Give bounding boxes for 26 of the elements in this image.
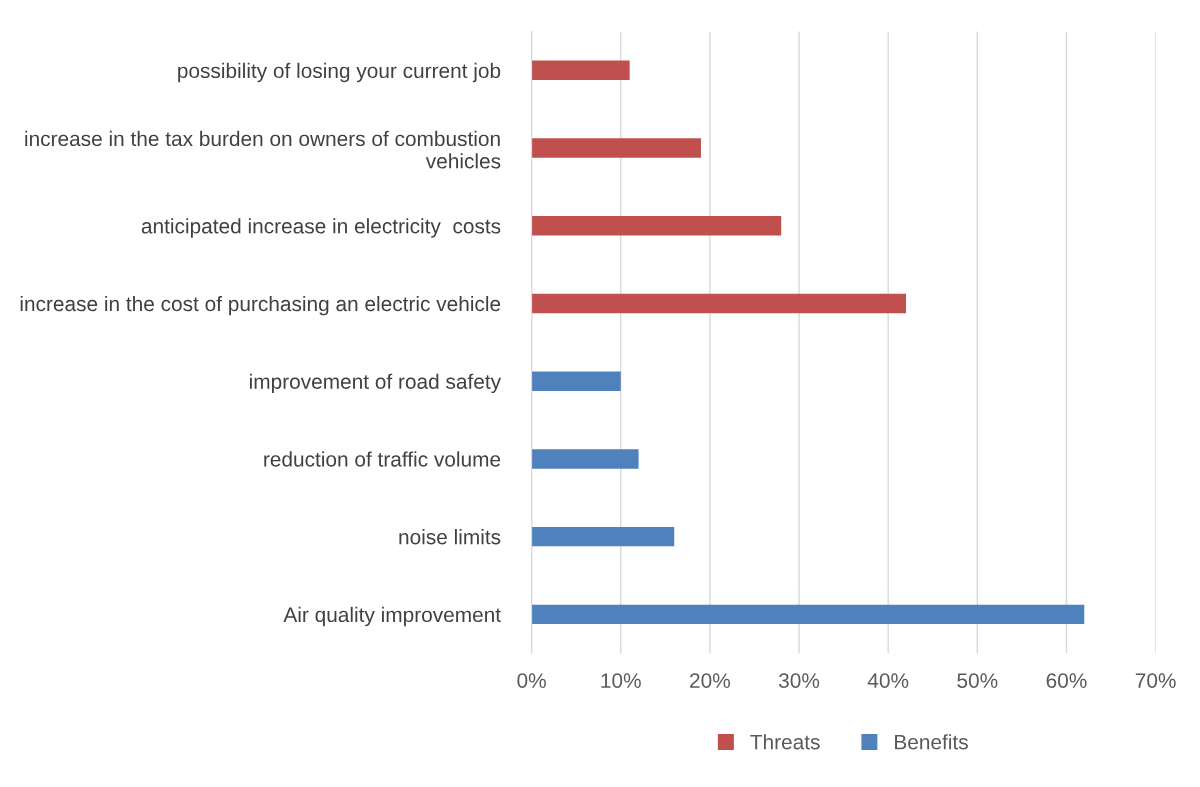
bar [531,526,675,547]
bar [531,138,701,158]
x-tick-label: 60% [1046,673,1087,688]
x-tick-label: 30% [778,673,820,688]
y-tick-label: noise limits [399,529,501,545]
bar [531,371,621,391]
y-tick-label: anticipated increase in electricity costs [141,218,501,238]
x-tick-label: 10% [601,673,641,688]
x-tick-label: 20% [690,673,730,688]
y-tick-label: Air quality improvement [283,606,501,627]
bar [531,449,639,469]
x-tick-label: 40% [867,673,909,688]
x-tick-label: 0% [517,673,546,688]
y-tick-label: increase in the tax burden on owners of combustion vehicles [25,130,501,169]
legend-label: Benefits [895,734,968,750]
x-tick-label: 50% [957,673,998,688]
bar [531,293,906,314]
legend-label: Threats [750,734,820,750]
y-tick-label: reduction of traffic volume [264,451,501,467]
y-tick-label: improvement of road safety [250,373,502,394]
bar [531,60,630,81]
y-tick-label: increase in the cost of purchasing an electric vehicle [20,295,501,316]
y-tick-label: possibility of losing your current job [178,62,501,83]
bar [531,216,782,236]
bar [531,604,1085,625]
x-tick-label: 70% [1135,673,1176,688]
